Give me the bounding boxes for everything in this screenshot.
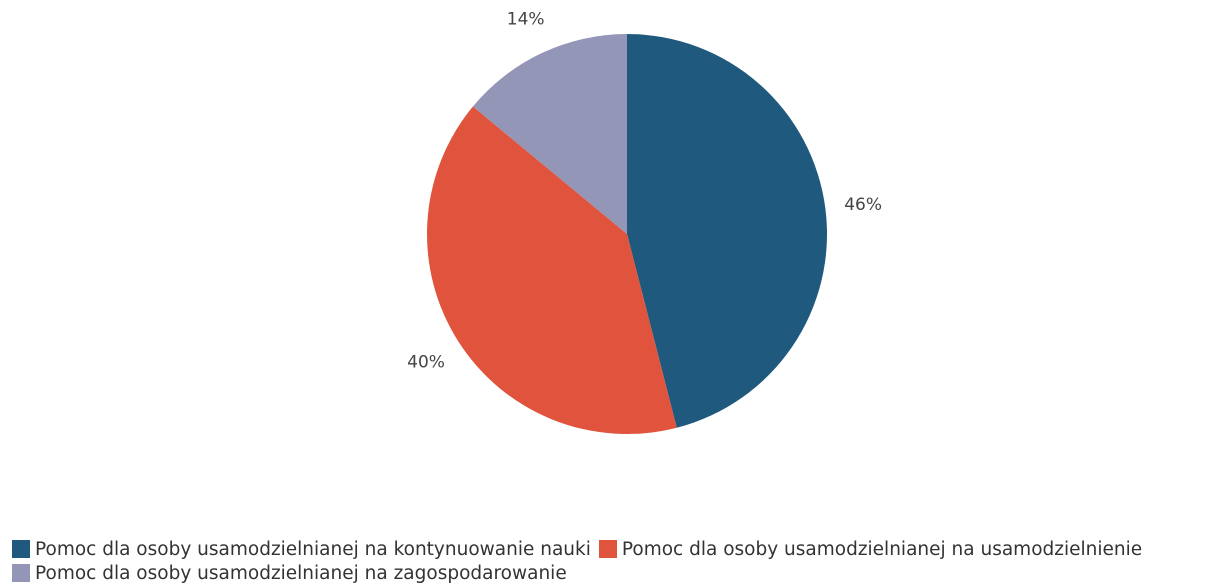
legend-label-2: Pomoc dla osoby usamodzielnianej na usam… — [621, 539, 1143, 560]
pie-data-label-3: 14% — [507, 10, 545, 30]
pie-data-label-2: 40% — [407, 353, 445, 373]
legend-swatch-3 — [12, 564, 30, 582]
pie-data-label-1: 46% — [844, 195, 882, 215]
legend-swatch-2 — [598, 540, 617, 558]
legend-item-2: Pomoc dla osoby usamodzielnianej na usam… — [598, 538, 1143, 562]
pie-slice-3 — [472, 34, 627, 234]
legend-item-1: Pomoc dla osoby usamodzielnianej na kont… — [12, 538, 591, 562]
pie-slice-2 — [427, 106, 677, 435]
legend-swatch-1 — [12, 540, 30, 558]
pie-slices — [427, 34, 828, 435]
legend-label-3: Pomoc dla osoby usamodzielnianej na zago… — [35, 563, 567, 584]
chart-legend: Pomoc dla osoby usamodzielnianej na kont… — [12, 538, 1207, 586]
pie-data-labels: 46% 40% 14% — [407, 10, 882, 373]
pie-slice-1 — [627, 34, 828, 428]
legend-item-3: Pomoc dla osoby usamodzielnianej na zago… — [12, 562, 567, 586]
legend-label-1: Pomoc dla osoby usamodzielnianej na kont… — [35, 539, 591, 560]
